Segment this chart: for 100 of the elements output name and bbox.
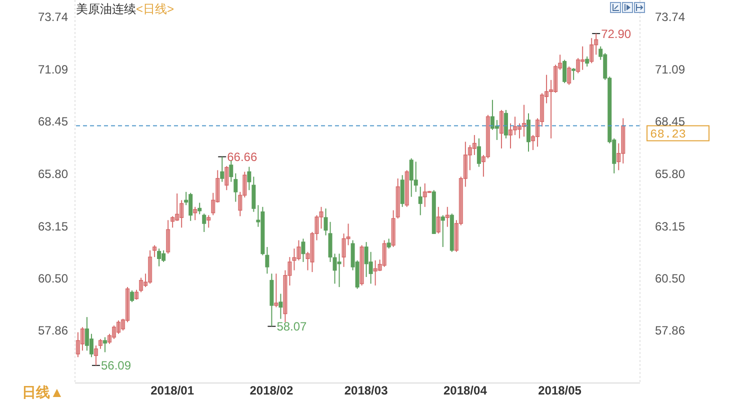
- candlestick: [400, 174, 404, 208]
- candlestick: [242, 171, 247, 198]
- candlestick: [152, 244, 157, 258]
- y-tick-label: 73.74: [38, 10, 68, 24]
- candlestick: [112, 325, 116, 340]
- y-tick-label: 63.15: [38, 219, 68, 234]
- candlestick: [94, 344, 98, 366]
- candlestick: [288, 256, 292, 286]
- candlestick: [481, 154, 486, 178]
- candlestick: [422, 182, 427, 208]
- candlestick: [310, 231, 314, 273]
- candlestick: [508, 122, 512, 149]
- candlestick: [314, 214, 319, 241]
- candlestick: [148, 250, 152, 284]
- candlestick: [536, 118, 540, 148]
- candlestick: [252, 176, 256, 212]
- candlestick: [580, 46, 585, 70]
- candlestick: [346, 223, 350, 246]
- candlestick: [144, 273, 148, 288]
- candlestick: [265, 246, 270, 274]
- candlestick: [166, 220, 170, 254]
- candlestick: [198, 202, 202, 215]
- candlestick: [391, 210, 396, 248]
- chart-subtitle: <日线>: [136, 2, 174, 16]
- y-tick-label: 57.86: [38, 324, 68, 338]
- y-tick-label: 68.45: [38, 114, 68, 129]
- text: 58.07: [276, 320, 307, 334]
- candlestick: [175, 192, 180, 222]
- candlestick: [373, 260, 378, 286]
- y-tick-label: 71.09: [38, 62, 68, 77]
- candlestick: [404, 170, 409, 208]
- candlestick: [463, 141, 468, 188]
- y2-tick-label: 65.80: [655, 166, 686, 181]
- candlestick: [180, 200, 184, 228]
- y2-tick-label: 60.50: [655, 272, 686, 286]
- candlestick: [134, 289, 139, 300]
- candlestick: [216, 170, 220, 204]
- candlestick: [116, 320, 120, 334]
- candlestick: [576, 58, 580, 74]
- candlestick: [621, 118, 626, 164]
- candlestick: [567, 66, 572, 86]
- candlestick: [504, 109, 508, 139]
- candlestick: [121, 318, 126, 331]
- candlestick: [472, 134, 476, 156]
- text: 72.90: [601, 26, 632, 41]
- candlestick: [526, 112, 531, 152]
- candlestick: [512, 116, 517, 136]
- candlestick: [319, 206, 324, 230]
- candlestick: [234, 172, 238, 202]
- candlestick: [202, 213, 206, 232]
- candlestick: [76, 332, 80, 358]
- x-tick-label: 2018/05: [538, 384, 582, 398]
- candlestick: [296, 240, 301, 261]
- candlestick: [486, 114, 490, 159]
- candlestick: [454, 220, 458, 252]
- candlestick: [499, 109, 504, 149]
- x-tick-label: 2018/02: [250, 384, 294, 398]
- candlestick: [102, 336, 107, 353]
- candlestick: [170, 216, 175, 228]
- candlestick: [572, 68, 576, 80]
- text: 66.66: [227, 150, 258, 164]
- ref-line-label: 68.23: [650, 128, 686, 142]
- candlestick: [193, 206, 198, 221]
- x-tick-label: 2018/04: [443, 384, 488, 398]
- candlestick: [157, 248, 162, 267]
- candlestick: [458, 176, 463, 226]
- candlestick: [554, 64, 558, 94]
- candlestick: [418, 186, 422, 216]
- candlestick: [360, 244, 364, 286]
- candlestick: [594, 33, 598, 56]
- candlestick: [130, 290, 134, 303]
- y2-tick-label: 63.15: [655, 219, 686, 234]
- candlestick: [414, 161, 418, 192]
- candlestick: [324, 208, 328, 236]
- candlestick: [306, 251, 310, 271]
- y2-tick-label: 68.45: [655, 114, 686, 129]
- candlestick: [98, 338, 102, 350]
- candlestick: [301, 238, 306, 262]
- candlestick: [468, 144, 472, 171]
- candlestick: [378, 259, 382, 272]
- candlestick: [382, 240, 386, 268]
- candlestick: [274, 273, 278, 308]
- y-tick-label: 65.80: [38, 166, 68, 181]
- candlestick: [396, 178, 400, 220]
- candlestick: [585, 56, 590, 68]
- candlestick: [220, 156, 224, 182]
- candlestick: [224, 166, 229, 191]
- x-tick-label: 2018/03: [344, 384, 388, 398]
- candlestick: [283, 270, 288, 323]
- candlestick: [107, 333, 112, 344]
- candlestick: [206, 214, 211, 228]
- candlestick: [229, 160, 234, 182]
- y2-tick-label: 57.86: [655, 324, 686, 338]
- candlestick: [476, 138, 481, 168]
- candlestick: [292, 248, 296, 271]
- candlestick: [278, 293, 283, 320]
- candlestick: [558, 54, 562, 70]
- candlestick: [247, 166, 252, 191]
- chart-title: 美原油连续: [76, 2, 136, 16]
- candlestick: [544, 74, 549, 104]
